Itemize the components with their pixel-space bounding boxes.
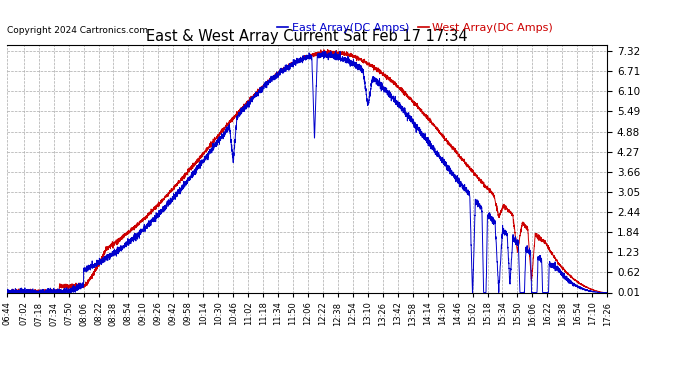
Title: East & West Array Current Sat Feb 17 17:34: East & West Array Current Sat Feb 17 17:…	[146, 29, 468, 44]
Text: Copyright 2024 Cartronics.com: Copyright 2024 Cartronics.com	[7, 26, 148, 35]
Legend: East Array(DC Amps), West Array(DC Amps): East Array(DC Amps), West Array(DC Amps)	[273, 18, 558, 37]
